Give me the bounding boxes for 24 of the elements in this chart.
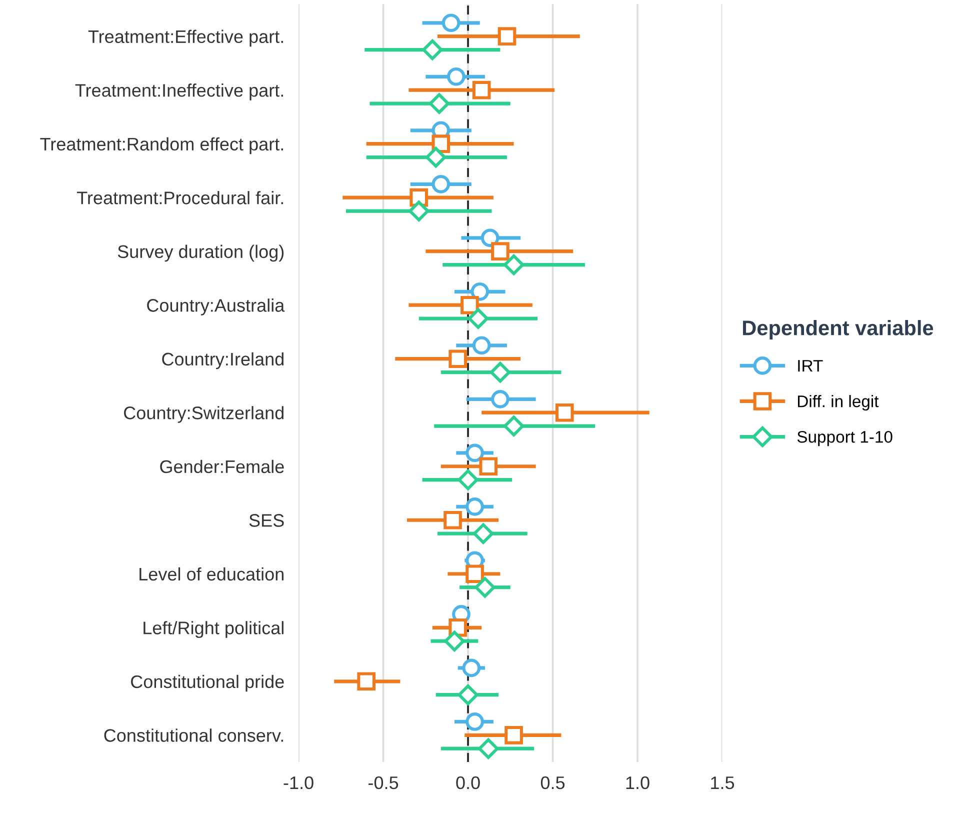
y-tick-label: Treatment:Ineffective part. bbox=[75, 84, 284, 100]
legend-label: IRT bbox=[798, 360, 823, 372]
legend-title: Dependent variable bbox=[743, 320, 934, 340]
y-tick-label: Country:Switzerland bbox=[124, 406, 284, 423]
y-tick-label: Gender:Female bbox=[160, 460, 284, 474]
y-tick-label: Left/Right political bbox=[144, 621, 284, 638]
y-tick-label: Constitutional conserv. bbox=[104, 728, 284, 742]
x-tick-label: 0.0 bbox=[456, 776, 480, 790]
x-tick-label: 1.0 bbox=[626, 776, 650, 790]
y-tick-label: Country:Ireland bbox=[162, 352, 284, 370]
y-tick-label: Treatment:Procedural fair. bbox=[77, 191, 284, 204]
x-tick-label: -1.0 bbox=[284, 776, 314, 790]
y-tick-label: Treatment:Random effect part. bbox=[40, 137, 284, 154]
legend-label: Diff. in legit bbox=[798, 394, 879, 411]
y-tick-label: SES bbox=[249, 514, 284, 527]
y-tick-label: Level of education bbox=[140, 567, 284, 581]
y-tick-label: Country:Australia bbox=[147, 298, 285, 316]
x-tick-label: -0.5 bbox=[368, 776, 398, 790]
y-tick-label: Constitutional pride bbox=[131, 674, 284, 692]
x-tick-label: 0.5 bbox=[540, 776, 565, 790]
y-tick-label: Survey duration (log) bbox=[118, 244, 284, 262]
x-tick-label: 1.5 bbox=[711, 776, 734, 790]
y-tick-label: Treatment:Effective part. bbox=[88, 30, 284, 47]
legend-label: Support 1-10 bbox=[797, 430, 892, 446]
